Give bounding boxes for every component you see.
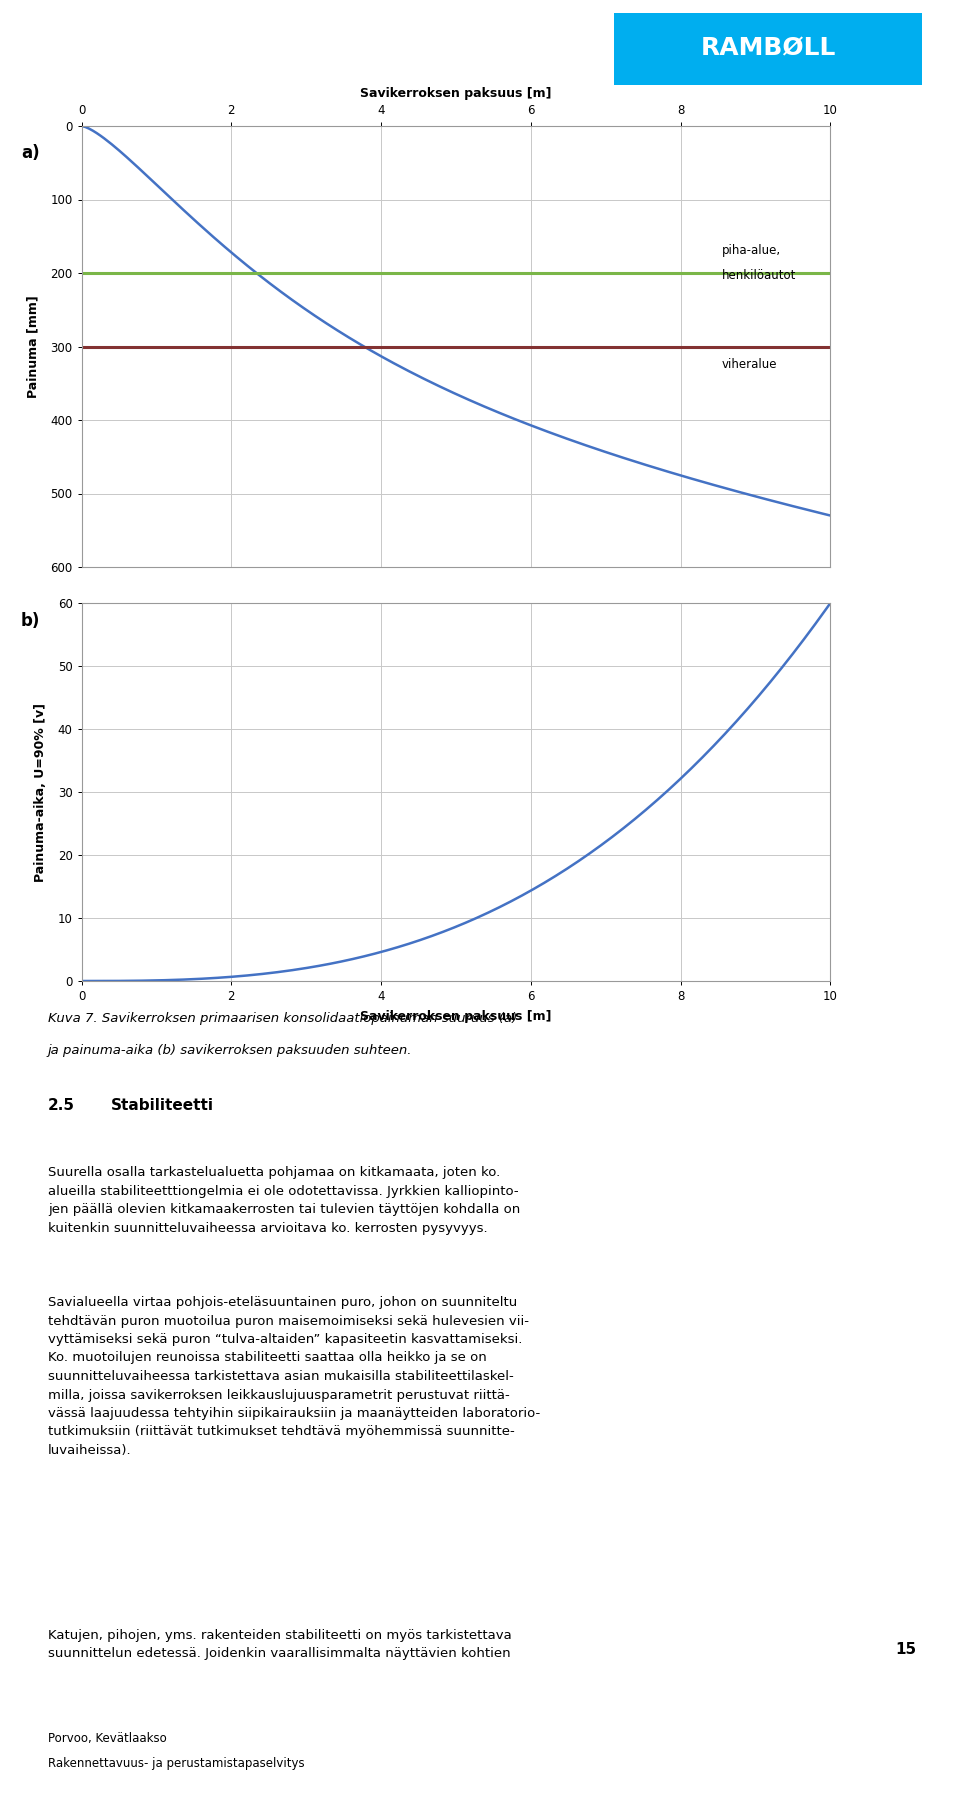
Text: Porvoo, Kevätlaakso: Porvoo, Kevätlaakso	[48, 1732, 167, 1744]
Text: RAMBØLL: RAMBØLL	[700, 36, 836, 61]
Text: Suurella osalla tarkastelualuetta pohjamaa on kitkamaata, joten ko.
alueilla sta: Suurella osalla tarkastelualuetta pohjam…	[48, 1166, 520, 1235]
X-axis label: Savikerroksen paksuus [m]: Savikerroksen paksuus [m]	[360, 1010, 552, 1022]
Text: Rakennettavuus- ja perustamistapaselvitys: Rakennettavuus- ja perustamistapaselvity…	[48, 1757, 304, 1769]
X-axis label: Savikerroksen paksuus [m]: Savikerroksen paksuus [m]	[360, 86, 552, 101]
Text: ja painuma-aika (b) savikerroksen paksuuden suhteen.: ja painuma-aika (b) savikerroksen paksuu…	[48, 1044, 413, 1057]
Text: Katujen, pihojen, yms. rakenteiden stabiliteetti on myös tarkistettava
suunnitte: Katujen, pihojen, yms. rakenteiden stabi…	[48, 1629, 512, 1660]
Text: Stabiliteetti: Stabiliteetti	[110, 1098, 213, 1112]
Text: b): b)	[21, 612, 40, 630]
Text: piha-alue,: piha-alue,	[722, 243, 780, 257]
Text: a): a)	[21, 144, 39, 162]
Text: Savialueella virtaa pohjois-eteläsuuntainen puro, johon on suunniteltu
tehdtävän: Savialueella virtaa pohjois-eteläsuuntai…	[48, 1296, 540, 1456]
Y-axis label: Painuma-aika, U=90% [v]: Painuma-aika, U=90% [v]	[34, 702, 47, 882]
Text: Kuva 7. Savikerroksen primaarisen konsolidaatiopainuman suuruus (a): Kuva 7. Savikerroksen primaarisen konsol…	[48, 1012, 517, 1024]
Y-axis label: Painuma [mm]: Painuma [mm]	[26, 295, 39, 398]
Text: 2.5: 2.5	[48, 1098, 75, 1112]
Text: viheralue: viheralue	[722, 358, 778, 371]
Text: 15: 15	[896, 1642, 917, 1656]
Text: henkilöautot: henkilöautot	[722, 270, 796, 283]
